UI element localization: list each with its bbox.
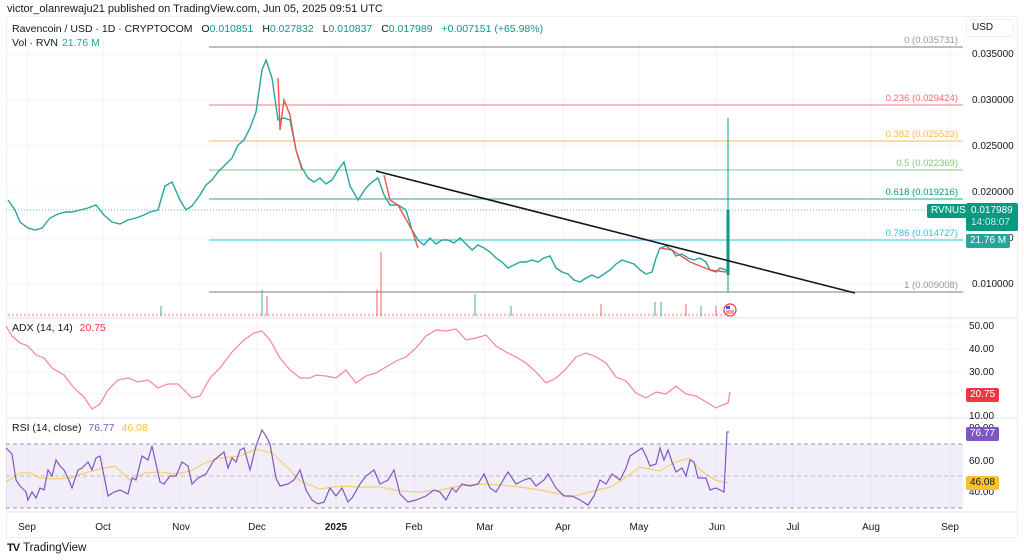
symbol-title[interactable]: Ravencoin / USD · 1D · CRYPTOCOM: [12, 23, 193, 35]
time-label: Aug: [862, 522, 880, 533]
time-label: Oct: [95, 522, 111, 533]
svg-text:0.030000: 0.030000: [972, 95, 1014, 106]
rsi-legend[interactable]: RSI (14, close) 76.77 46.08: [12, 422, 148, 434]
svg-text:0.786 (0.014727): 0.786 (0.014727): [886, 228, 958, 239]
last-price-tag: 0.017989 14:08:07: [966, 203, 1018, 231]
chart-frame: [6, 16, 1018, 538]
tradingview-mark-icon: TV: [7, 542, 20, 554]
volume-label[interactable]: Vol · RVN: [12, 37, 58, 49]
svg-text:10.00: 10.00: [969, 411, 994, 422]
time-label: Dec: [248, 522, 266, 533]
rsi-label: RSI (14, close): [12, 422, 82, 434]
adx-line: [5, 325, 731, 410]
svg-text:40.00: 40.00: [969, 487, 994, 498]
svg-text:0.020000: 0.020000: [972, 187, 1014, 198]
breakout-candle: [726, 210, 730, 275]
brand-name: TradingView: [23, 542, 87, 554]
publish-line: victor_olanrewaju21 published on Trading…: [7, 3, 383, 15]
rsi-ma-value-tag: 46.08: [966, 476, 1000, 490]
high-label: H: [262, 23, 270, 35]
time-label: Apr: [555, 522, 571, 533]
us-flag-event-icon[interactable]: [723, 303, 737, 317]
adx-value-tag: 20.75: [966, 388, 1000, 402]
svg-text:0.618 (0.019216): 0.618 (0.019216): [886, 187, 958, 198]
symbol-tag: RVNUSD: [927, 204, 978, 218]
svg-text:1 (0.009008): 1 (0.009008): [904, 280, 958, 291]
low-value: 0.010837: [328, 23, 373, 35]
time-label: Mar: [476, 522, 494, 533]
close-value: 0.017989: [388, 23, 433, 35]
adx-value: 20.75: [79, 322, 106, 334]
time-label: 2025: [324, 522, 348, 533]
trendline[interactable]: [375, 170, 856, 294]
svg-text:0.025000: 0.025000: [972, 141, 1014, 152]
tradingview-logo[interactable]: TV TradingView: [7, 542, 86, 554]
time-label: Feb: [405, 522, 423, 533]
time-label: Jun: [708, 522, 726, 533]
close-label: C: [381, 23, 389, 35]
high-value: 0.027832: [269, 23, 314, 35]
volume-tag: 21.76 M: [966, 234, 1011, 248]
time-label: Sep: [941, 522, 959, 533]
time-label: May: [629, 522, 649, 533]
svg-text:0.236 (0.029424): 0.236 (0.029424): [886, 93, 958, 104]
time-label: Sep: [18, 522, 36, 533]
rsi-line: [5, 428, 729, 506]
fib-labels: 0 (0.035731) 0.236 (0.029424) 0.382 (0.0…: [886, 35, 958, 291]
open-value: 0.010851: [209, 23, 254, 35]
symbol-legend: Ravencoin / USD · 1D · CRYPTOCOM O0.0108…: [12, 22, 543, 50]
rsi-ma-line: [5, 448, 729, 498]
low-label: L: [322, 23, 329, 35]
svg-text:0.010000: 0.010000: [972, 279, 1014, 290]
grid: [6, 40, 1018, 513]
rsi-ma-value: 46.08: [121, 422, 148, 434]
time-label: Jul: [786, 522, 800, 533]
open-label: O: [201, 23, 210, 35]
rsi-value: 76.77: [88, 422, 115, 434]
svg-text:40.00: 40.00: [969, 344, 994, 355]
adx-label: ADX (14, 14): [12, 322, 73, 334]
change-value: +0.007151 (+65.98%): [441, 23, 544, 35]
volume-bars: [8, 252, 725, 317]
price-series: [7, 57, 730, 283]
rsi-value-tag: 76.77: [966, 427, 1000, 441]
svg-text:0.035000: 0.035000: [972, 49, 1014, 60]
svg-text:30.00: 30.00: [969, 367, 994, 378]
bar-countdown: 14:08:07: [971, 217, 1010, 228]
volume-value: 21.76 M: [61, 37, 100, 49]
price-axis[interactable]: 0.035000 0.030000 0.025000 0.020000 0.01…: [972, 49, 1014, 290]
svg-text:0 (0.035731): 0 (0.035731): [904, 35, 958, 46]
time-label: Nov: [172, 522, 190, 533]
currency-button[interactable]: USD: [966, 19, 1014, 37]
adx-axis[interactable]: 50.00 40.00 30.00 10.00: [969, 321, 994, 422]
svg-text:60.00: 60.00: [969, 456, 994, 467]
svg-text:0.5 (0.022369): 0.5 (0.022369): [896, 158, 958, 169]
fibonacci-retracement[interactable]: [209, 46, 963, 293]
svg-text:0.382 (0.025523): 0.382 (0.025523): [886, 129, 958, 140]
last-price: 0.017989: [971, 205, 1013, 216]
adx-legend[interactable]: ADX (14, 14) 20.75: [12, 322, 106, 334]
svg-text:50.00: 50.00: [969, 321, 994, 332]
